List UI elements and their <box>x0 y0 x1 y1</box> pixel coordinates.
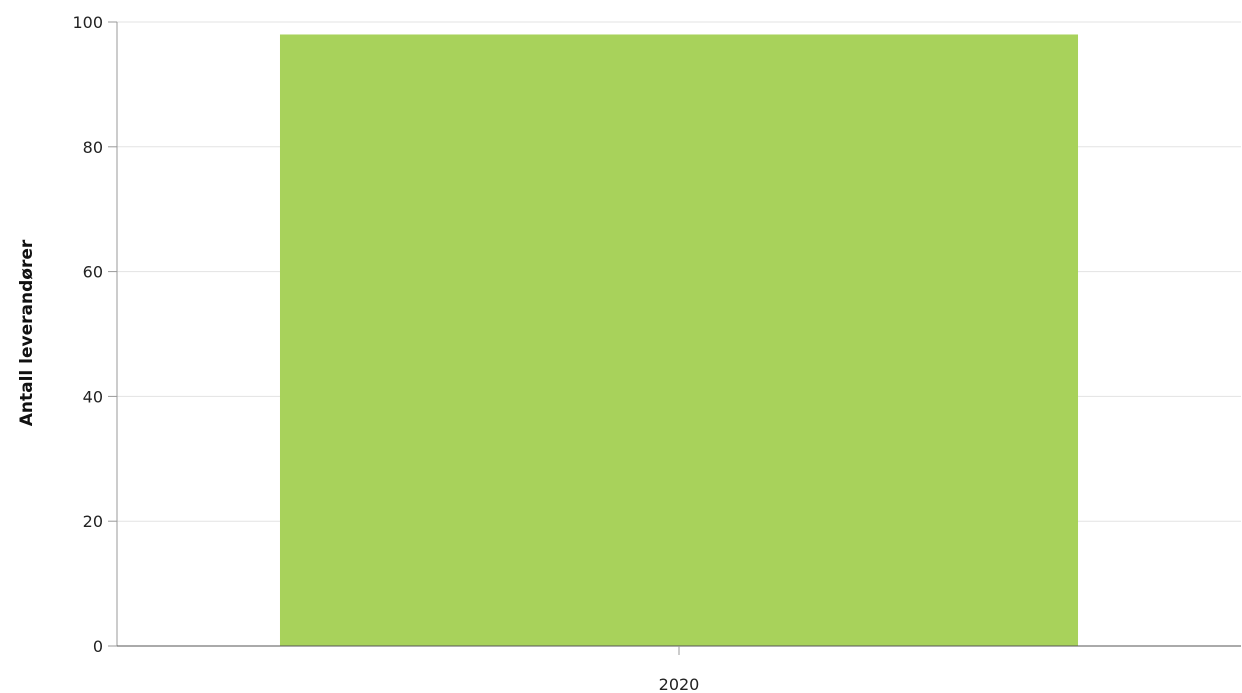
y-axis-title: Antall leverandører <box>17 239 37 426</box>
bar <box>279 34 1079 647</box>
y-tick-label: 20 <box>83 512 103 531</box>
y-tick-label: 0 <box>93 637 103 656</box>
x-tick-label: 2020 <box>659 675 700 693</box>
y-tick-label: 100 <box>72 13 103 32</box>
y-tick-label: 60 <box>83 263 103 282</box>
y-tick-label: 80 <box>83 138 103 157</box>
x-tick-labels: 2020 <box>659 646 700 693</box>
y-tick-label: 40 <box>83 387 103 406</box>
bars <box>279 34 1079 647</box>
y-tick-labels: 0 20 40 60 80 100 <box>72 13 117 656</box>
